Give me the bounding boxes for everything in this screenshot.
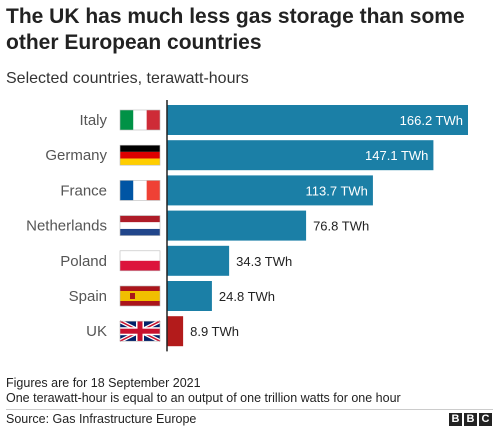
- value-label: 34.3 TWh: [236, 254, 292, 269]
- france-flag-icon: [119, 180, 161, 201]
- bar: [167, 245, 230, 276]
- netherlands-flag-icon: [119, 215, 161, 236]
- note-definition: One terawatt-hour is equal to an output …: [6, 391, 401, 405]
- footer-divider: [6, 409, 493, 410]
- poland-flag-icon: [119, 250, 161, 272]
- bar: [167, 316, 184, 347]
- value-label: 24.8 TWh: [219, 289, 275, 304]
- category-label: Netherlands: [26, 218, 107, 235]
- bar: [167, 140, 434, 171]
- value-label: 147.1 TWh: [365, 148, 428, 163]
- category-label: Germany: [45, 147, 107, 164]
- italy-flag-icon: [119, 109, 161, 131]
- bar: [167, 105, 468, 135]
- logo-letter: B: [449, 413, 462, 426]
- bar: [167, 281, 212, 311]
- chart-subtitle: Selected countries, terawatt-hours: [6, 70, 249, 87]
- value-label: 166.2 TWh: [400, 113, 463, 128]
- bar-chart: Italy 166.2 TWh Germany 147.1 TWh France 113.…: [26, 100, 468, 352]
- chart-notes: Figures are for 18 September 2021 One te…: [6, 376, 401, 406]
- logo-letter: C: [479, 413, 492, 426]
- value-label: 76.8 TWh: [313, 219, 369, 234]
- source-text: Source: Gas Infrastructure Europe: [6, 412, 197, 426]
- note-date: Figures are for 18 September 2021: [6, 376, 201, 390]
- category-label: France: [60, 182, 107, 199]
- category-label: Poland: [60, 253, 107, 270]
- category-label: UK: [86, 323, 107, 340]
- category-label: Italy: [79, 112, 107, 129]
- uk-flag-icon: [119, 319, 161, 343]
- value-label: 113.7 TWh: [306, 183, 368, 198]
- logo-letter: B: [464, 413, 477, 426]
- value-label: 8.9 TWh: [190, 324, 239, 339]
- bar: [167, 175, 373, 206]
- germany-flag-icon: [119, 144, 161, 166]
- chart-title: The UK has much less gas storage than so…: [6, 5, 465, 54]
- category-label: Spain: [69, 288, 107, 305]
- spain-flag-icon: [119, 285, 161, 307]
- bbc-logo: B B C: [449, 413, 492, 426]
- bar: [167, 210, 307, 241]
